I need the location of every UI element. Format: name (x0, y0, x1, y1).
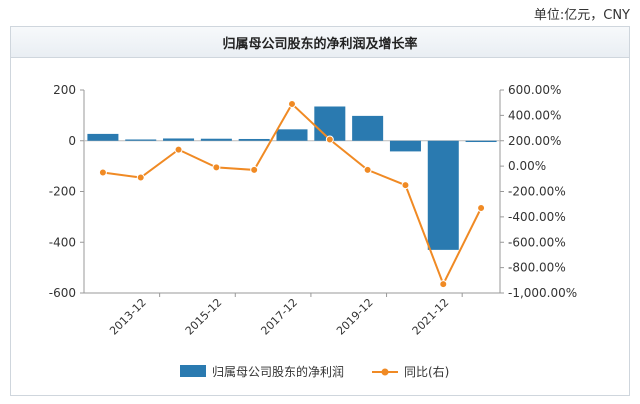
x-tick-label: 2019-12 (334, 296, 376, 338)
y-right-tick-label: -200.00% (508, 185, 566, 199)
legend-bar-label: 归属母公司股东的净利润 (212, 364, 344, 379)
x-tick-label: 2013-12 (107, 296, 149, 338)
growth-point (174, 145, 183, 154)
y-right-tick-label: -1,000.00% (508, 286, 577, 300)
growth-point (250, 165, 259, 174)
y-right-tick-label: -400.00% (508, 210, 566, 224)
y-right-tick-label: 600.00% (508, 83, 561, 97)
bar (163, 138, 195, 141)
y-right-tick-label: 200.00% (508, 134, 561, 148)
legend-line-marker (381, 368, 389, 376)
x-tick-label: 2015-12 (183, 296, 225, 338)
bar (276, 129, 308, 141)
bar (200, 138, 232, 141)
y-right-tick-label: 400.00% (508, 108, 561, 122)
growth-point (98, 168, 107, 177)
y-left-tick-label: -600 (49, 286, 76, 300)
bar (125, 139, 157, 141)
y-left-tick-label: -400 (49, 235, 76, 249)
bar (389, 140, 421, 152)
y-left-tick-label: 200 (53, 83, 76, 97)
growth-point (288, 99, 296, 108)
bar (427, 140, 459, 250)
y-left-tick-label: 0 (68, 134, 76, 148)
legend-bar-swatch (180, 365, 206, 377)
growth-point (477, 203, 486, 212)
legend-line-label: 同比(右) (404, 364, 449, 379)
bar (87, 133, 119, 141)
bar (238, 138, 270, 141)
growth-point (439, 280, 448, 289)
growth-point (212, 163, 221, 172)
bar (314, 106, 346, 141)
chart-title: 归属母公司股东的净利润及增长率 (11, 27, 629, 58)
chart-frame: 归属母公司股东的净利润及增长率 (10, 26, 630, 396)
unit-label: 单位:亿元，CNY (533, 8, 630, 23)
x-tick-label: 2017-12 (258, 296, 300, 338)
y-left-tick-label: -200 (49, 185, 76, 199)
growth-point (325, 135, 334, 144)
bar (465, 140, 497, 143)
growth-point (136, 173, 145, 182)
x-tick-label: 2021-12 (410, 296, 452, 338)
y-right-tick-label: -600.00% (508, 235, 566, 249)
growth-point (401, 181, 410, 190)
growth-point (363, 165, 372, 174)
y-right-tick-label: -800.00% (508, 261, 566, 275)
y-right-tick-label: 0.00% (508, 159, 546, 173)
bar (352, 115, 384, 141)
